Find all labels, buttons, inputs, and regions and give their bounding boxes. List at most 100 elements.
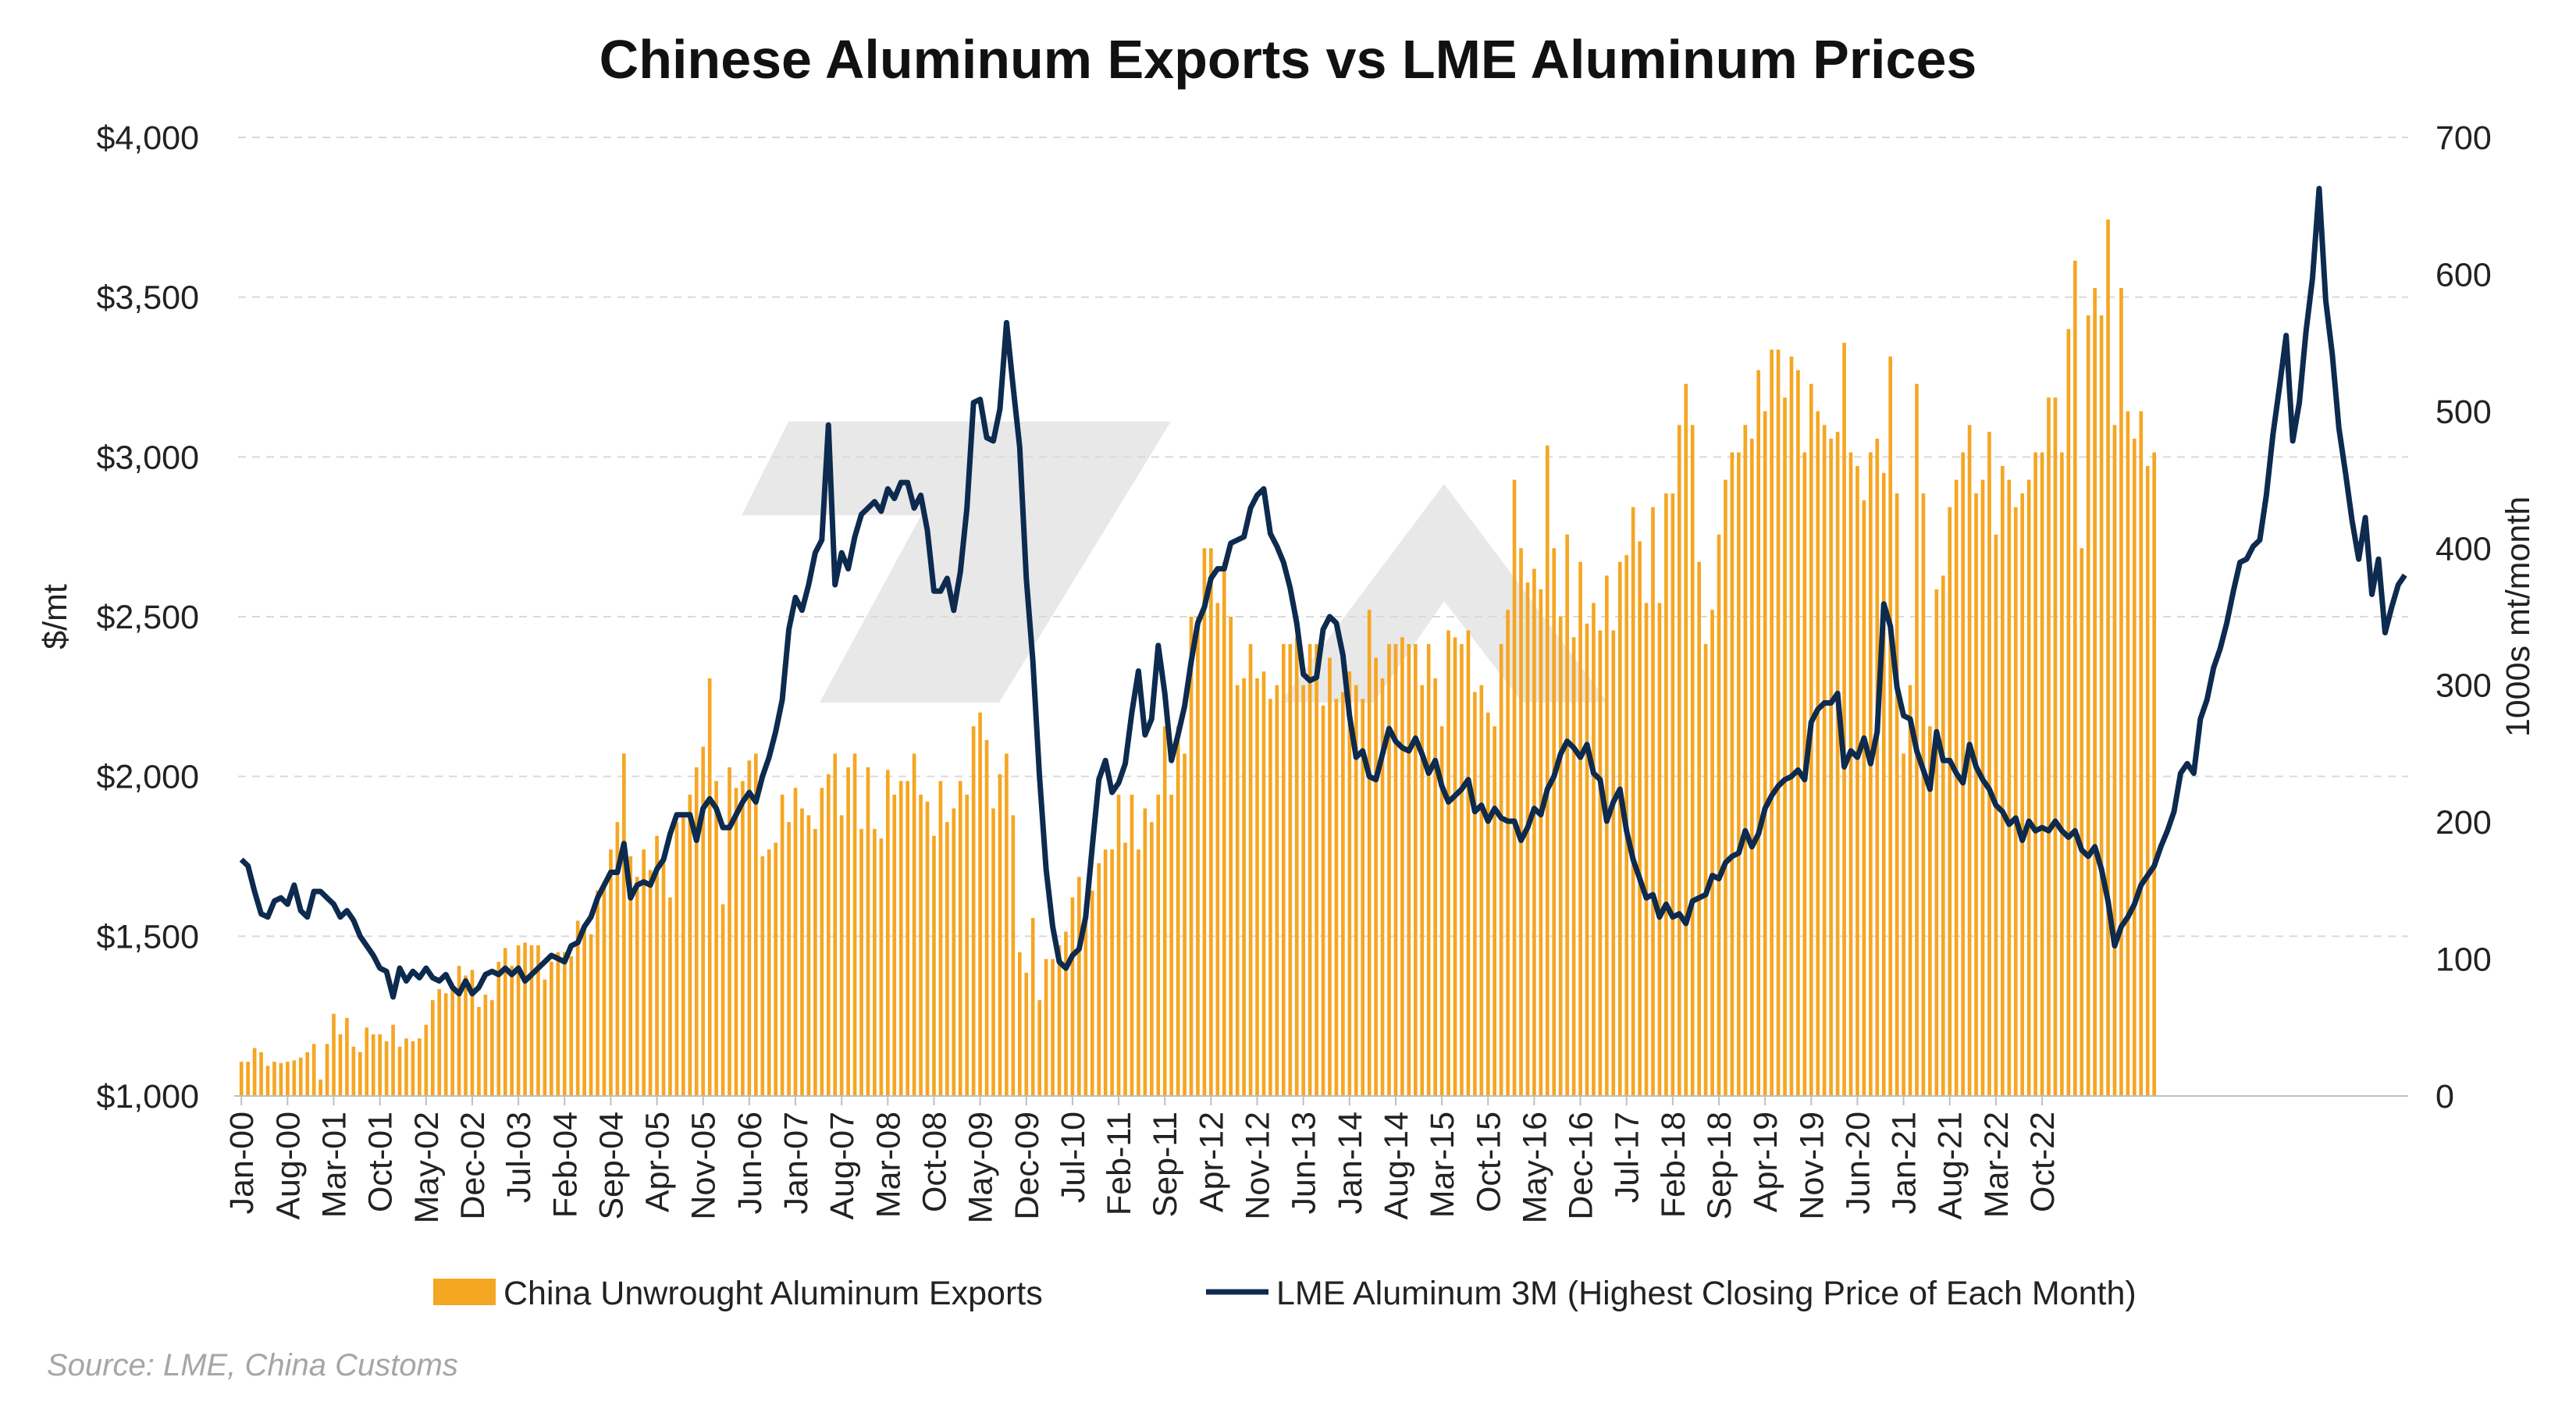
export-bar <box>1888 356 1893 1096</box>
export-bar <box>543 979 547 1096</box>
export-bar <box>569 956 574 1096</box>
export-bar <box>2040 452 2044 1096</box>
export-bar <box>694 767 699 1096</box>
export-bar <box>1994 534 1998 1096</box>
export-bar <box>1598 630 1603 1096</box>
export-bar <box>688 795 692 1096</box>
export-bar <box>430 1000 435 1096</box>
export-bar <box>1341 692 1345 1096</box>
export-bar <box>1479 685 1484 1096</box>
export-bar <box>701 746 706 1096</box>
export-bar <box>443 993 448 1096</box>
left-tick-label: $4,000 <box>96 119 199 157</box>
export-bar <box>741 781 745 1096</box>
export-bar <box>906 781 909 1096</box>
export-bar <box>1770 349 1774 1096</box>
export-bar <box>2086 315 2090 1096</box>
x-tick-label: Dec-02 <box>454 1112 492 1220</box>
export-bar <box>1149 822 1154 1096</box>
export-bar <box>839 815 844 1096</box>
export-bar <box>550 962 553 1096</box>
x-axis-ticks: Jan-00 Aug-00 Mar-01 Oct-01 May-02 Dec-02 Jul-… <box>223 1096 2062 1223</box>
export-bar <box>1499 644 1503 1096</box>
right-tick-label: 600 <box>2435 256 2492 294</box>
export-bar <box>621 753 626 1096</box>
export-bar <box>1235 685 1240 1096</box>
export-bar <box>1196 617 1200 1096</box>
export-bar <box>1717 534 1721 1096</box>
export-bar <box>1670 493 1675 1096</box>
export-bar <box>1176 726 1180 1096</box>
export-bar <box>529 945 534 1096</box>
export-bar <box>450 986 454 1096</box>
export-bar <box>1380 678 1385 1096</box>
export-bar <box>1116 795 1121 1096</box>
export-bar <box>747 760 752 1096</box>
export-bar <box>1229 617 1233 1096</box>
export-bar <box>1724 479 1727 1096</box>
export-bar <box>365 1027 369 1096</box>
export-bar <box>1512 479 1517 1096</box>
export-bar <box>1466 630 1471 1096</box>
export-bar <box>1044 959 1048 1096</box>
export-bar <box>1255 678 1259 1096</box>
export-bar <box>800 808 804 1096</box>
export-bar <box>1664 493 1668 1096</box>
export-bar <box>1077 877 1081 1096</box>
export-bar <box>1592 603 1596 1096</box>
x-tick-label: Sep-11 <box>1147 1112 1184 1217</box>
export-bar <box>1328 657 1332 1096</box>
export-bar <box>371 1034 375 1096</box>
export-bar <box>991 808 995 1096</box>
export-bar <box>1749 438 1754 1096</box>
export-bar <box>259 1051 263 1096</box>
export-bar <box>978 712 982 1096</box>
x-tick-label: Jun-20 <box>1839 1112 1877 1214</box>
export-bar <box>952 808 956 1096</box>
x-tick-label: Jan-00 <box>223 1112 261 1214</box>
export-bar <box>1294 637 1299 1096</box>
export-bar <box>925 801 930 1096</box>
export-bar <box>767 849 771 1096</box>
export-bar <box>490 1000 494 1096</box>
export-bar <box>1565 534 1569 1096</box>
x-tick-label: Sep-18 <box>1701 1112 1738 1220</box>
export-bar <box>2099 315 2104 1096</box>
export-bar <box>1407 644 1411 1096</box>
chart-title: Chinese Aluminum Exports vs LME Aluminum… <box>600 29 1977 90</box>
export-bar <box>2001 466 2005 1096</box>
right-tick-label: 500 <box>2435 393 2492 431</box>
x-tick-label: Nov-19 <box>1793 1112 1831 1220</box>
export-bar <box>1354 685 1358 1096</box>
watermark-logo <box>742 422 1608 703</box>
export-bar <box>1605 575 1609 1096</box>
x-tick-label: Dec-16 <box>1563 1112 1600 1220</box>
export-bar <box>596 890 600 1096</box>
export-bar <box>516 945 521 1096</box>
export-bar <box>523 942 527 1096</box>
export-bar <box>1209 548 1213 1096</box>
export-bar <box>1070 897 1075 1096</box>
export-bar <box>2152 452 2157 1096</box>
export-bar <box>655 835 659 1096</box>
export-bar <box>1558 617 1563 1096</box>
export-bar <box>1545 445 1550 1096</box>
export-bar <box>305 1051 310 1096</box>
export-bar <box>615 822 620 1096</box>
export-bar <box>292 1060 297 1096</box>
left-tick-label: $2,500 <box>96 599 199 636</box>
export-bar <box>252 1048 257 1096</box>
export-bar <box>1617 561 1622 1096</box>
export-bar <box>582 928 586 1096</box>
export-bar <box>833 753 838 1096</box>
export-bar <box>2119 287 2123 1097</box>
export-bar <box>1822 425 1827 1096</box>
export-bar <box>1789 356 1794 1096</box>
x-tick-label: Mar-22 <box>1978 1112 2016 1218</box>
export-bar <box>1902 753 1905 1096</box>
export-bar <box>1585 623 1589 1096</box>
export-bar <box>1413 644 1418 1096</box>
x-tick-label: May-02 <box>408 1112 446 1223</box>
export-bar <box>1651 507 1655 1096</box>
